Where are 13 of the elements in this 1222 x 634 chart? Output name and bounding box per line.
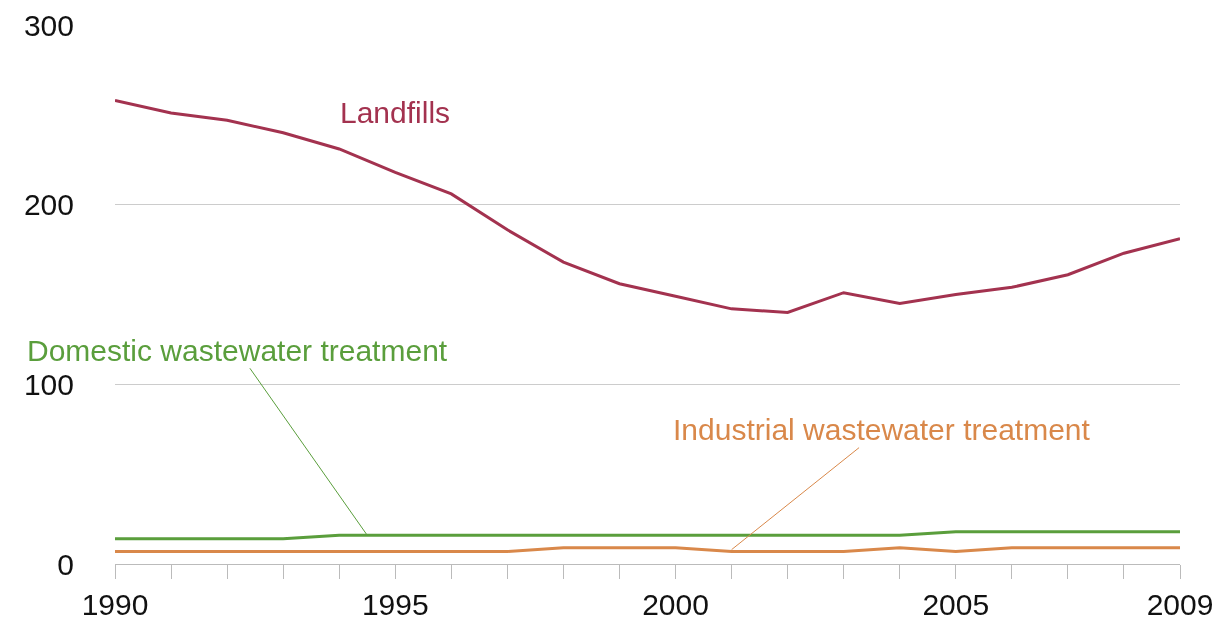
x-tick-label: 2009 — [1146, 588, 1214, 621]
line-series — [115, 98, 1180, 314]
x-tick-label: 2000 — [642, 588, 709, 621]
x-tick-label: 2005 — [922, 588, 990, 621]
y-tick-label: 300 — [23, 8, 74, 42]
y-tick-label: 0 — [57, 547, 74, 581]
series-label: Landfills — [340, 96, 451, 129]
text: Industrial wastewater treatment — [673, 413, 1091, 446]
y-tick-label: 200 — [23, 188, 74, 222]
x-tick-label: 1990 — [81, 588, 149, 621]
x-tick-label: 1995 — [361, 588, 429, 621]
text: Domestic wastewater treatment — [27, 334, 448, 367]
y-tick-label: 100 — [23, 367, 74, 401]
